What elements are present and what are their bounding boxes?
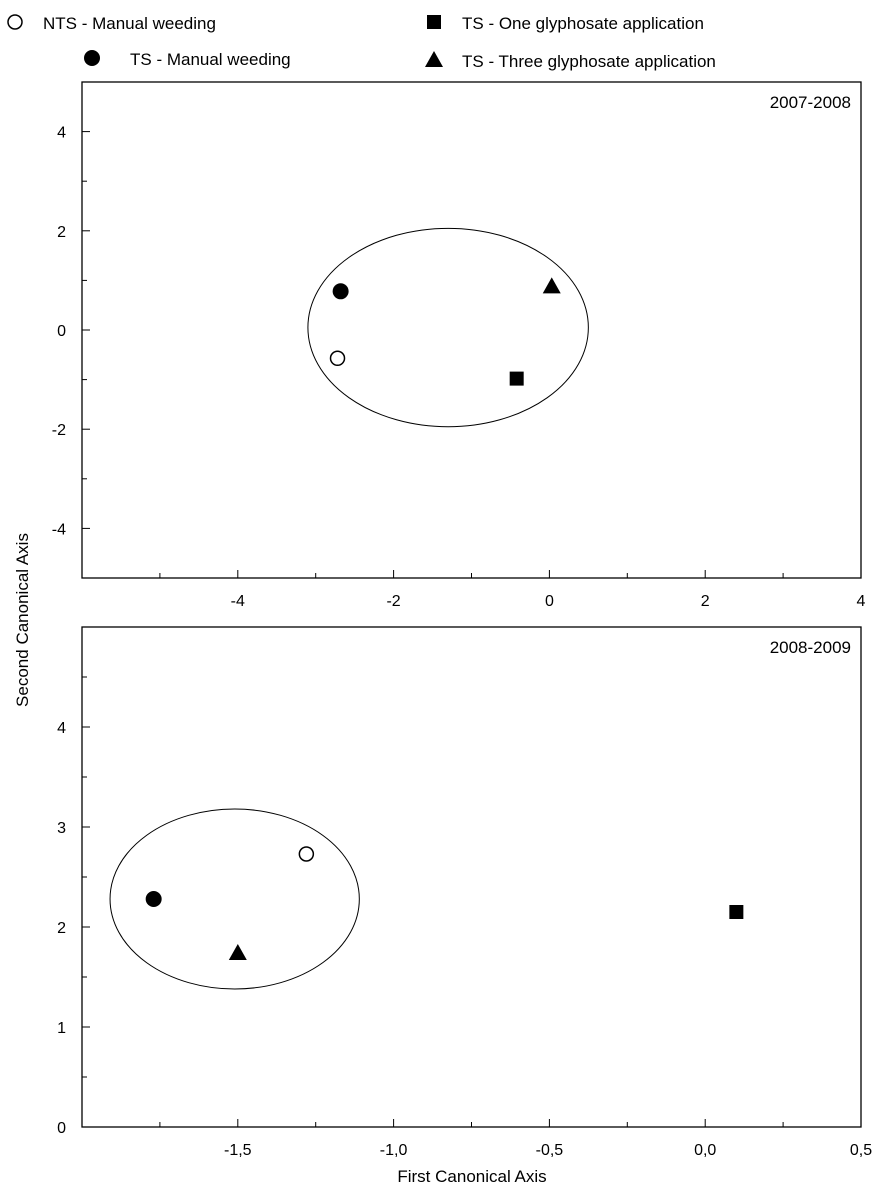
data-point-square-filled — [509, 371, 524, 386]
panel-title: 2007-2008 — [770, 93, 851, 112]
y-tick-label: 0 — [57, 1120, 66, 1137]
x-tick-label: 0,5 — [850, 1142, 872, 1159]
x-tick-label: -1,5 — [224, 1142, 252, 1159]
legend-marker-circle-filled — [84, 50, 100, 66]
data-point-triangle-filled — [228, 944, 247, 960]
legend-item: NTS - Manual weeding — [7, 14, 216, 33]
x-tick-label: -4 — [231, 593, 245, 610]
legend-marker-square-filled — [427, 15, 441, 29]
y-tick-label: 2 — [57, 224, 66, 241]
panel-title: 2008-2009 — [770, 638, 851, 657]
x-tick-label: -2 — [386, 593, 400, 610]
panel-2008-2009: -1,5 -1,0 -0,5 0,0 0,5 0 1 2 3 4 2008-2009 — [57, 626, 872, 1159]
data-point-circle-filled — [145, 891, 162, 907]
group-ellipse — [109, 808, 360, 990]
panel-2007-2008: -4 -2 0 2 4 -4 -2 0 2 4 2007-2008 — [52, 81, 866, 610]
y-tick-label: 2 — [57, 920, 66, 937]
x-tick-label: 0,0 — [694, 1142, 716, 1159]
legend-marker-circle-open — [7, 14, 23, 30]
data-point-triangle-filled — [542, 277, 561, 294]
legend-marker-triangle-filled — [425, 51, 443, 67]
y-axis-label: Second Canonical Axis — [13, 533, 32, 707]
y-tick-label: 4 — [57, 720, 66, 737]
y-tick-label: 0 — [57, 323, 66, 340]
legend-item: TS - Manual weeding — [84, 50, 291, 69]
data-point-circle-open — [329, 350, 346, 367]
x-axis-label: First Canonical Axis — [397, 1167, 546, 1186]
data-point-circle-open — [298, 846, 315, 862]
y-tick-label: 3 — [57, 820, 66, 837]
x-tick-label: -1,0 — [380, 1142, 408, 1159]
x-tick-label: 0 — [545, 593, 554, 610]
x-tick-label: -0,5 — [536, 1142, 564, 1159]
legend-label: TS - Three glyphosate application — [462, 52, 716, 71]
legend-item: TS - Three glyphosate application — [425, 51, 716, 71]
plot-frame — [81, 626, 862, 1128]
data-point-square-filled — [729, 905, 744, 919]
plot-frame — [81, 81, 862, 579]
legend: NTS - Manual weeding TS - One glyphosate … — [7, 14, 716, 71]
y-tick-label: -2 — [52, 422, 66, 439]
x-tick-label: 2 — [701, 593, 710, 610]
legend-label: TS - One glyphosate application — [462, 14, 704, 33]
y-tick-label: -4 — [52, 521, 66, 538]
legend-item: TS - One glyphosate application — [427, 14, 704, 33]
legend-label: TS - Manual weeding — [130, 50, 291, 69]
data-point-circle-filled — [332, 283, 349, 300]
y-tick-label: 4 — [57, 125, 66, 142]
y-tick-label: 1 — [57, 1020, 66, 1037]
group-ellipse — [307, 227, 589, 428]
legend-label: NTS - Manual weeding — [43, 14, 216, 33]
x-tick-label: 4 — [857, 593, 866, 610]
